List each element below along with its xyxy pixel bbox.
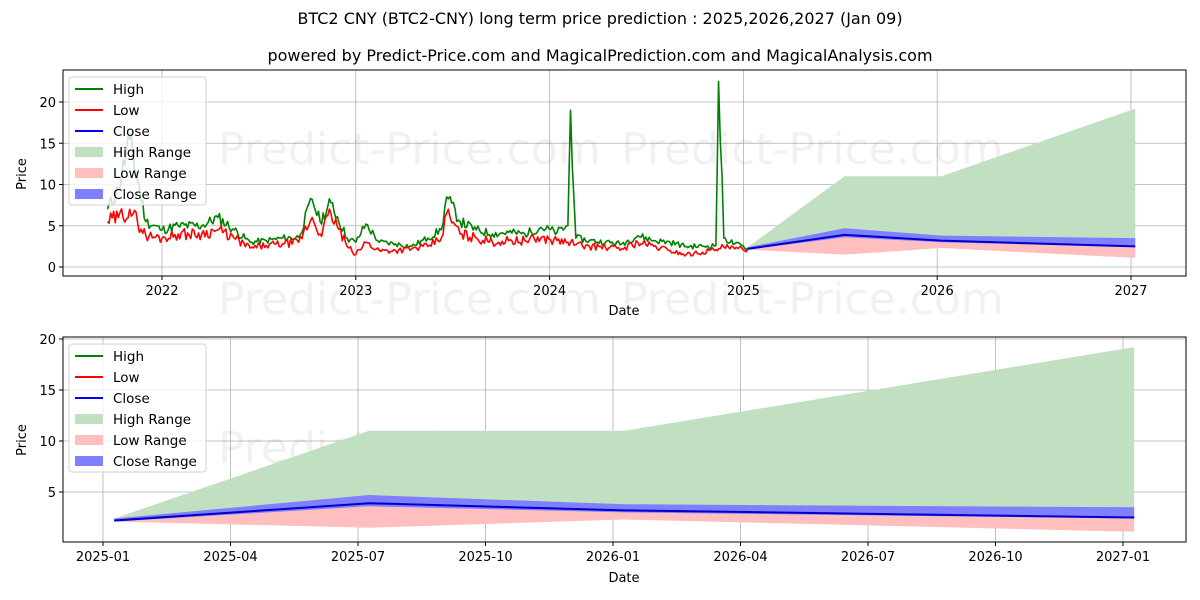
legend-label: High bbox=[113, 82, 144, 98]
legend-swatch-patch bbox=[75, 189, 103, 199]
legend-label: High Range bbox=[113, 145, 191, 161]
low-line bbox=[106, 208, 749, 257]
y-tick-label: 10 bbox=[39, 435, 56, 450]
close-range-area bbox=[114, 495, 1135, 522]
bottom-y-axis-label: Price bbox=[15, 424, 30, 456]
top-watermark: Predict-Price.com Predict-Price.com Pred… bbox=[218, 124, 1004, 325]
x-tick-label: 2027 bbox=[1114, 284, 1147, 299]
legend-label: Close bbox=[113, 391, 150, 407]
bottom-legend: High Low Close High Range Low Range Close Ran… bbox=[68, 343, 207, 473]
legend-swatch-patch bbox=[75, 147, 103, 157]
legend-swatch-patch bbox=[75, 456, 103, 466]
legend-label: Close Range bbox=[113, 187, 197, 203]
close-line bbox=[114, 502, 1135, 522]
legend-label: High Range bbox=[113, 412, 191, 428]
top-x-axis-label: Date bbox=[608, 304, 639, 319]
close-line bbox=[747, 233, 1136, 250]
y-tick-label: 5 bbox=[48, 220, 56, 235]
legend-label: Low bbox=[113, 103, 140, 119]
low-range-area bbox=[747, 234, 1136, 258]
x-tick-label: 2025-07 bbox=[331, 550, 385, 565]
legend-label: Low bbox=[113, 370, 140, 386]
legend-swatch-patch bbox=[75, 414, 103, 424]
legend-box bbox=[68, 343, 207, 473]
x-tick-label: 2025-04 bbox=[203, 550, 257, 565]
legend-swatch-patch bbox=[75, 168, 103, 178]
x-tick-label: 2024 bbox=[533, 284, 566, 299]
top-chart: Predict-Price.com Predict-Price.com Pred… bbox=[15, 69, 1187, 325]
low-range-area bbox=[114, 503, 1135, 532]
top-ticks: 2022 2023 2024 2025 2026 2027 0 5 10 15 20 bbox=[39, 96, 1147, 299]
chart-subtitle: powered by Predict-Price.com and Magical… bbox=[267, 46, 933, 65]
y-tick-label: 15 bbox=[39, 384, 56, 399]
legend-label: Low Range bbox=[113, 166, 187, 182]
x-tick-label: 2022 bbox=[145, 284, 178, 299]
y-tick-label: 20 bbox=[39, 333, 56, 348]
x-tick-label: 2026-01 bbox=[586, 550, 640, 565]
watermark-text: Predict-Price.com bbox=[621, 274, 1004, 325]
legend-label: Low Range bbox=[113, 433, 187, 449]
bottom-ticks: 2025-01 2025-04 2025-07 2025-10 2026-01 2026-… bbox=[39, 333, 1150, 565]
watermark-text: Predict-Price.com bbox=[218, 274, 601, 325]
y-tick-label: 15 bbox=[39, 137, 56, 152]
watermark-text: Predict-Price.com bbox=[218, 124, 601, 175]
legend-label: Close bbox=[113, 124, 150, 140]
x-tick-label: 2023 bbox=[339, 284, 372, 299]
high-range-area bbox=[747, 108, 1136, 249]
top-axes-frame bbox=[62, 69, 1187, 277]
bottom-series bbox=[114, 347, 1135, 532]
x-tick-label: 2026-07 bbox=[841, 550, 895, 565]
bottom-x-axis-label: Date bbox=[608, 571, 639, 586]
x-tick-label: 2025-01 bbox=[76, 550, 130, 565]
bottom-chart: Predict-Price.com Predict-Price.com 2025… bbox=[15, 333, 1187, 586]
watermark-text: Predict-Price.com bbox=[621, 124, 1004, 175]
x-tick-label: 2026-04 bbox=[713, 550, 767, 565]
legend-box bbox=[68, 76, 207, 206]
high-range-area bbox=[114, 347, 1135, 521]
y-tick-label: 20 bbox=[39, 96, 56, 111]
x-tick-label: 2025-10 bbox=[458, 550, 512, 565]
x-tick-label: 2026 bbox=[921, 284, 954, 299]
y-tick-label: 0 bbox=[48, 261, 56, 276]
legend-swatch-patch bbox=[75, 435, 103, 445]
high-line bbox=[106, 80, 749, 251]
legend-label: High bbox=[113, 349, 144, 365]
y-tick-label: 5 bbox=[48, 486, 56, 501]
bottom-axes-frame bbox=[62, 336, 1187, 543]
top-legend: High Low Close High Range Low Range Close Ran… bbox=[68, 76, 207, 206]
x-tick-label: 2026-10 bbox=[968, 550, 1022, 565]
legend-label: Close Range bbox=[113, 454, 197, 470]
x-tick-label: 2027-01 bbox=[1096, 550, 1150, 565]
y-tick-label: 10 bbox=[39, 179, 56, 194]
top-y-axis-label: Price bbox=[15, 158, 30, 190]
x-tick-label: 2025 bbox=[727, 284, 760, 299]
top-series bbox=[106, 80, 1136, 258]
chart-title: BTC2 CNY (BTC2-CNY) long term price pred… bbox=[297, 9, 903, 28]
